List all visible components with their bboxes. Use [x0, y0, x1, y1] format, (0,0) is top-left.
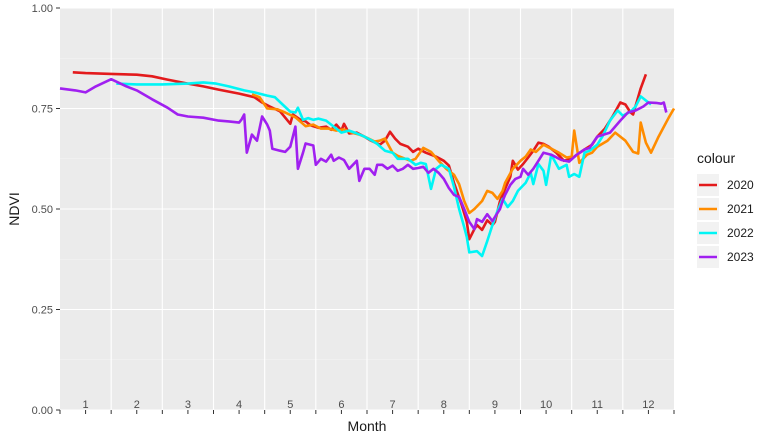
legend-label: 2022 [727, 226, 754, 240]
series-line-2023 [59, 77, 668, 231]
grid-lines [60, 7, 674, 411]
x-axis: 1 2 3 4 5 6 7 8 9 10 11 12 [59, 399, 675, 414]
legend-item-2020: 2020 [697, 174, 754, 196]
month-label: 10 [540, 399, 552, 411]
y-tick-label: 0.75 [32, 104, 53, 116]
month-label: 8 [441, 399, 447, 411]
month-label: 9 [492, 399, 498, 411]
month-label: 1 [83, 399, 89, 411]
series-lines [59, 71, 676, 258]
y-axis-title: NDVI [6, 192, 22, 225]
y-tick-label: 1.00 [32, 3, 53, 15]
y-tick-label: 0.50 [32, 204, 53, 216]
month-label: 12 [642, 399, 654, 411]
series-line-2022 [116, 81, 652, 258]
x-axis-title: Month [348, 418, 387, 434]
month-label: 6 [338, 399, 344, 411]
month-label: 4 [236, 399, 242, 411]
y-axis: 0.00 0.25 0.50 0.75 1.00 [32, 3, 60, 417]
legend: colour 2020 2021 2022 2023 [697, 150, 754, 268]
y-tick-label: 0.00 [32, 405, 53, 417]
legend-label: 2021 [727, 202, 754, 216]
legend-item-2021: 2021 [697, 198, 754, 220]
legend-item-2022: 2022 [697, 222, 754, 244]
month-label: 2 [134, 399, 140, 411]
legend-label: 2020 [727, 178, 754, 192]
month-label: 11 [592, 399, 603, 411]
month-label: 7 [390, 399, 396, 411]
month-label: 3 [185, 399, 191, 411]
legend-title: colour [697, 150, 735, 166]
month-label: 5 [287, 399, 293, 411]
y-tick-label: 0.25 [32, 305, 53, 317]
legend-label: 2023 [727, 250, 754, 264]
legend-item-2023: 2023 [697, 246, 754, 268]
